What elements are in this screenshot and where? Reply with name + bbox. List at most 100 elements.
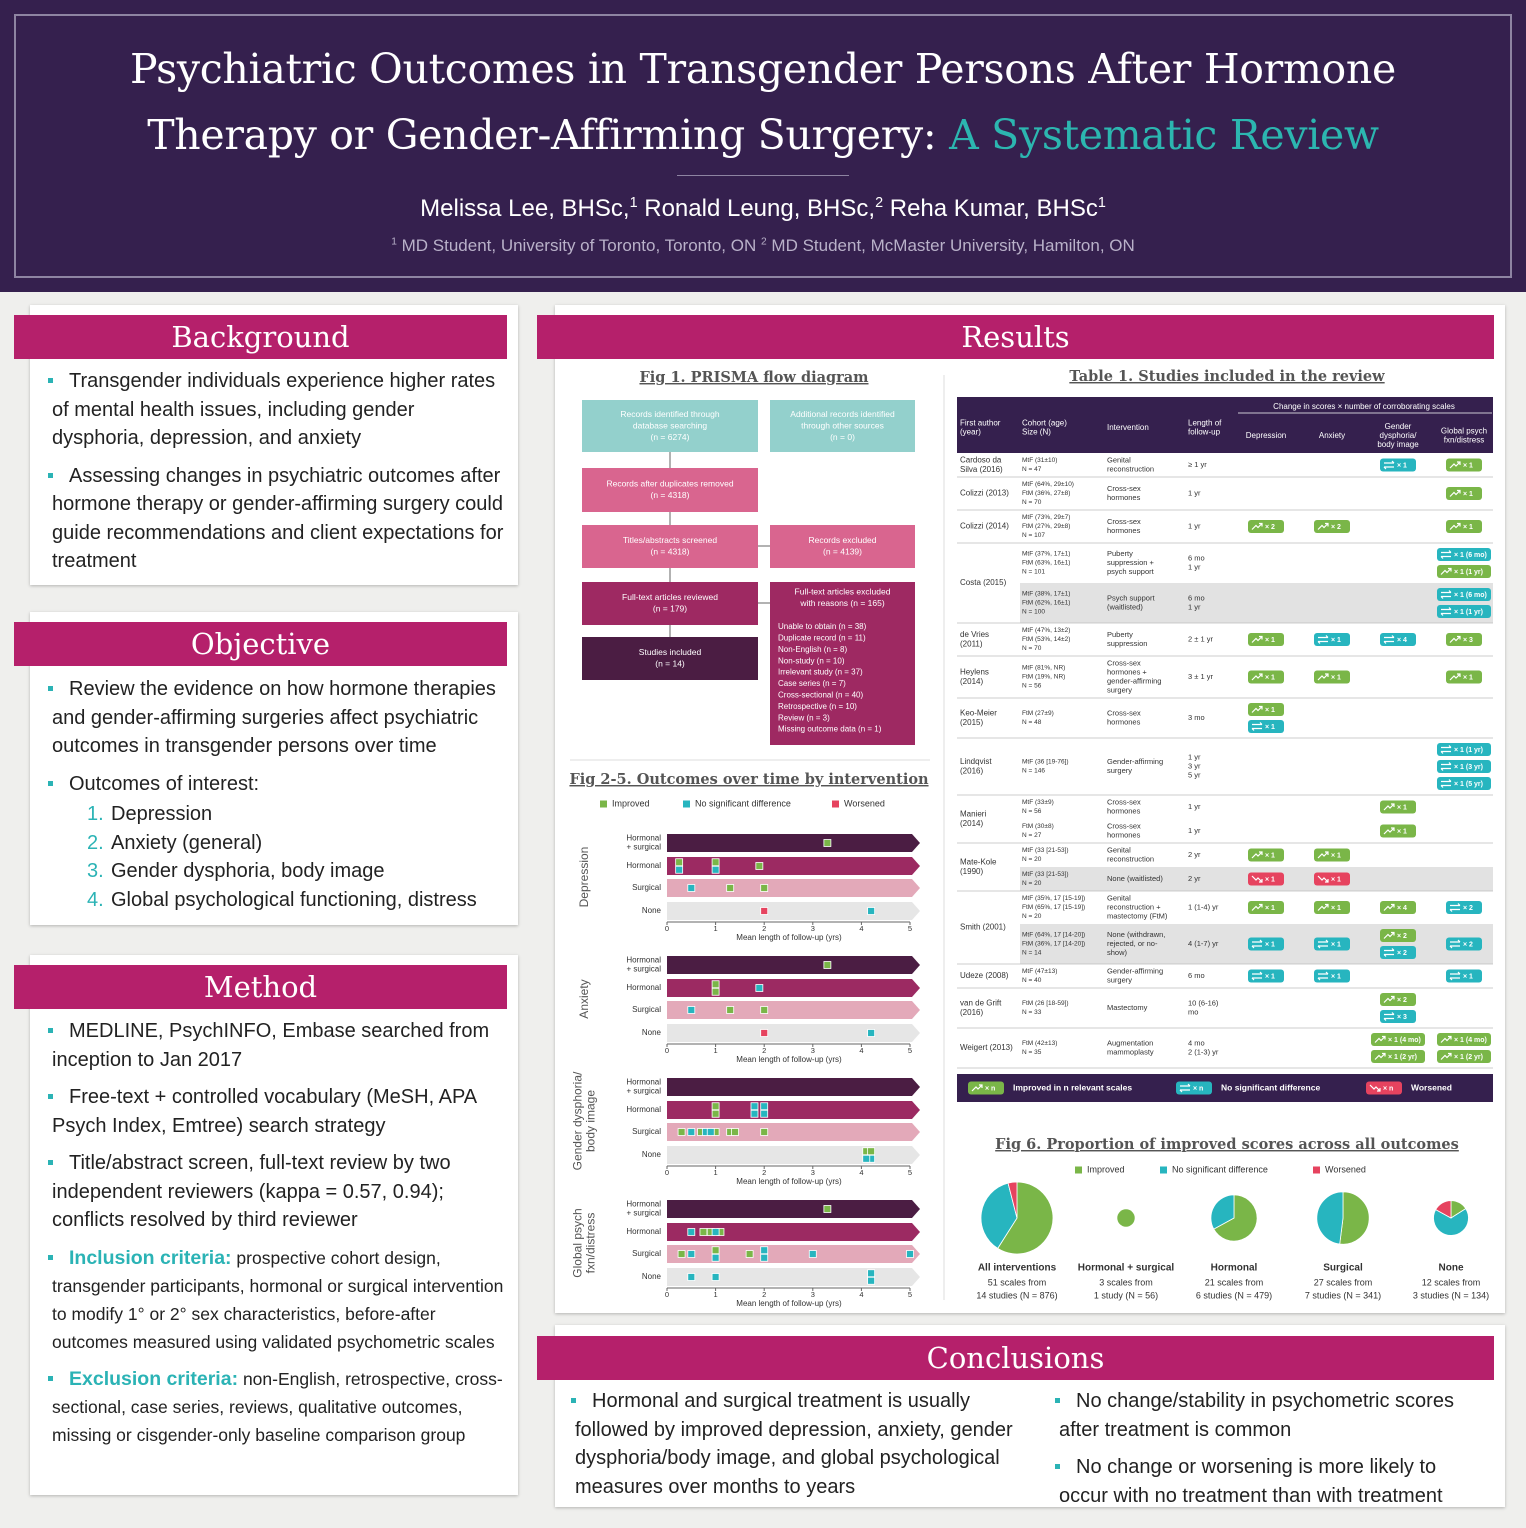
table-cell: MtF (47%, 13±2) (1022, 627, 1070, 634)
row-label: Surgical (632, 883, 661, 892)
table-cell: Gender-affirming (1107, 966, 1163, 975)
table-cell: FtM (30±8) (1022, 823, 1054, 830)
flow-box-text: (n = 0) (830, 432, 855, 442)
badge (1366, 1081, 1402, 1095)
bullet-item: No change/stability in psychometric scor… (1055, 1387, 1484, 1444)
pie-slice (980, 1182, 1018, 1249)
bullet-text: Transgender individuals experience highe… (52, 370, 496, 449)
data-point (760, 1128, 769, 1136)
data-point (760, 1006, 769, 1014)
column-header: First author (960, 419, 1001, 428)
shaded-row (1020, 583, 1493, 623)
column-header: Intervention (1107, 423, 1149, 432)
table-cell: Cross-sex (1107, 658, 1141, 667)
item-number: 2. (87, 831, 104, 854)
badge-icon (1317, 851, 1329, 859)
flow-box-text: Additional records identified (790, 409, 895, 419)
badge (1248, 848, 1284, 862)
flow-detail: Non-study (n = 10) (778, 656, 845, 665)
badge-icon (1179, 1083, 1191, 1093)
title: Psychiatric Outcomes in Transgender Pers… (0, 36, 1526, 168)
data-point (808, 1250, 817, 1258)
badge-text: × 1 (1463, 462, 1473, 469)
table-cell: N = 20 (1022, 880, 1042, 887)
badge-text: × 2 (1397, 950, 1407, 957)
flow-box-text: Full-text articles excluded (795, 587, 891, 597)
table-cell: hormones (1107, 526, 1141, 535)
table-cell: 2 yr (1188, 874, 1201, 883)
table-cell: FtM (42±13) (1022, 1040, 1057, 1047)
data-point (699, 1228, 708, 1236)
table-cell: MtF (73%, 29±7) (1022, 514, 1070, 521)
row-label: None (642, 1150, 662, 1159)
badge-icon (1449, 903, 1461, 912)
data-point (711, 1109, 720, 1118)
table-author: Heylens (960, 667, 989, 676)
badge-text: × 1 (6 mo) (1454, 592, 1487, 599)
data-point (867, 1147, 876, 1156)
title-line: Psychiatric Outcomes in Transgender Pers… (129, 45, 1396, 93)
data-point (745, 1250, 754, 1258)
table-cell: None (withdrawn, (1107, 930, 1165, 939)
flow-detail: Case series (n = 7) (778, 679, 846, 688)
data-point (750, 1102, 759, 1111)
x-tick-label: 1 (714, 924, 718, 933)
bullet-item: Outcomes of interest: 1. Depression 2. Anxie… (48, 770, 514, 915)
bullet-lead: Exclusion criteria: (69, 1367, 239, 1390)
table-cell: show) (1107, 948, 1128, 957)
badge-icon (971, 1084, 983, 1092)
badge-icon (1383, 903, 1395, 911)
item-number: 3. (87, 860, 104, 882)
table-cell: 1 yr (1188, 562, 1201, 571)
badge-text: × 1 (1265, 876, 1275, 883)
table-cell: ≥ 1 yr (1188, 460, 1207, 469)
x-tick-label: 1 (714, 1290, 718, 1299)
section-heading: Background (14, 315, 507, 359)
table-cell: FtM (36%, 27±8) (1022, 490, 1070, 497)
data-point (755, 984, 764, 992)
flow-box-text: (n = 4139) (823, 547, 862, 557)
table-cell: MtF (36 [19-76]) (1022, 759, 1069, 766)
pie-studies: 1 study (N = 56) (1094, 1290, 1158, 1300)
legend-swatch (600, 800, 607, 808)
badge (1446, 520, 1482, 533)
bullet-item: MEDLINE, PsychINFO, Embase searched from… (48, 1017, 510, 1074)
badge (1446, 937, 1482, 951)
bullet-item: No change or worsening is more likely to… (1055, 1453, 1484, 1510)
badge-text: × 1 (1 yr) (1454, 569, 1483, 576)
table-author: (2011) (960, 639, 983, 648)
badge (1314, 520, 1350, 533)
data-point (706, 1128, 715, 1136)
x-tick-label: 0 (665, 1290, 669, 1299)
row-band (667, 1078, 920, 1096)
x-tick-label: 4 (859, 924, 863, 933)
row-label: Hormonal (626, 1105, 661, 1114)
table-cell: MtF (64%, 17 [14-20]) (1022, 932, 1085, 939)
badge-text: × 1 (1331, 905, 1341, 912)
affil-sup: 2 (761, 236, 767, 248)
pie-name: Hormonal + surgical (1078, 1263, 1175, 1274)
table-author: Lindqvist (960, 757, 992, 766)
item-text: Global psychological functioning, distre… (111, 888, 477, 911)
badge-text: × 2 (1397, 997, 1407, 1004)
x-tick-label: 2 (762, 1290, 766, 1299)
pie-slice (997, 1181, 1054, 1255)
badge-text: × 1 (1265, 674, 1275, 681)
badge-icon (1449, 673, 1461, 681)
bullet-text: MEDLINE, PsychINFO, Embase searched from… (52, 1020, 490, 1071)
author-sup: 1 (629, 195, 638, 211)
data-point (711, 1228, 720, 1236)
item-number: 1. (87, 803, 104, 825)
legend-swatch (683, 800, 690, 808)
pie-name: Surgical (1323, 1263, 1363, 1274)
pie-slice (1213, 1194, 1258, 1242)
item-text: Anxiety (general) (111, 831, 263, 854)
badge-icon (1440, 590, 1452, 599)
flow-box (770, 582, 915, 745)
table-cell: FtM (36%, 17 [14-20]) (1022, 941, 1085, 948)
flow-box (582, 637, 758, 680)
table-cell: FtM (27±9) (1022, 710, 1054, 717)
badge-text: × 1 (2 yr) (1388, 1054, 1417, 1061)
row-label: Hormonal (626, 956, 661, 965)
badge (1314, 937, 1350, 951)
